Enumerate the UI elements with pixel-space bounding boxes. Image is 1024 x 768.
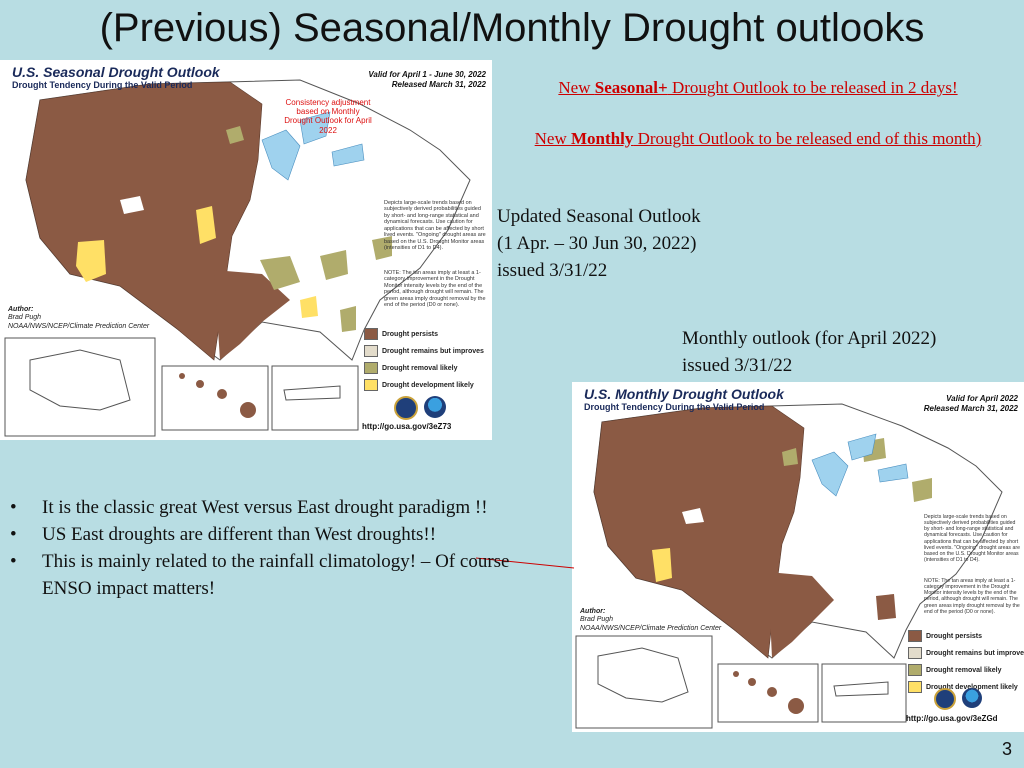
bullet-item: • US East droughts are different than Wes… xyxy=(10,522,530,549)
legend-item: Drought remains but improves xyxy=(364,345,484,357)
monthly-map-legend: Drought persists Drought remains but imp… xyxy=(908,630,1024,693)
monthly-map-valid: Valid for April 2022 xyxy=(946,394,1018,403)
bullet-item: • It is the classic great West versus Eas… xyxy=(10,495,530,522)
seasonal-map-subtitle: Drought Tendency During the Valid Period xyxy=(12,80,193,90)
legend-label: Drought remains but improves xyxy=(382,347,484,355)
legend-swatch xyxy=(364,362,378,374)
monthly-info-line2: issued 3/31/22 xyxy=(682,354,793,376)
bullet-list: • It is the classic great West versus Eas… xyxy=(10,495,530,603)
monthly-author-label: Author: xyxy=(580,608,606,615)
seasonal-map-title: U.S. Seasonal Drought Outlook xyxy=(12,64,220,80)
bullet-marker: • xyxy=(10,523,17,545)
monthly-info-line1: Monthly outlook (for April 2022) xyxy=(682,328,937,349)
bullet-text: This is mainly related to the rainfall c… xyxy=(42,550,510,599)
legend-swatch xyxy=(908,647,922,659)
monthly-map-graphic xyxy=(575,403,1003,729)
seasonal-map-url: http://go.usa.gov/3eZ73 xyxy=(362,422,452,431)
page-number: 3 xyxy=(1001,739,1012,759)
monthly-announcement: New Monthly Drought Outlook to be releas… xyxy=(500,127,1016,152)
monthly-map-subtitle: Drought Tendency During the Valid Period xyxy=(584,402,765,412)
seasonal-map-legend: Drought persists Drought remains but imp… xyxy=(364,328,484,391)
seasonal-bold: Seasonal+ xyxy=(594,78,668,97)
seasonal-author-label: Author: xyxy=(8,306,34,313)
legend-item: Drought removal likely xyxy=(364,362,484,374)
legend-item: Drought removal likely xyxy=(908,664,1024,676)
monthly-suffix: Drought Outlook to be released end of th… xyxy=(633,129,982,148)
monthly-map-released: Released March 31, 2022 xyxy=(923,404,1018,413)
seasonal-info-line2: (1 Apr. – 30 Jun 30, 2022) xyxy=(497,232,697,254)
seasonal-suffix: Drought Outlook to be released in 2 days… xyxy=(667,78,958,97)
seasonal-info-line1: Updated Seasonal Outlook xyxy=(497,206,701,227)
monthly-prefix: New xyxy=(534,129,572,148)
noaa-logo xyxy=(962,688,982,708)
legend-swatch xyxy=(364,328,378,340)
doc-seal-logo xyxy=(934,688,956,710)
bullet-text: It is the classic great West versus East… xyxy=(42,497,488,518)
seasonal-map-author: Author: Brad Pugh NOAA/NWS/NCEP/Climate … xyxy=(8,306,149,331)
legend-label: Drought remains but improves xyxy=(926,649,1024,657)
bullet-item: • This is mainly related to the rainfall … xyxy=(10,549,530,603)
monthly-map-title: U.S. Monthly Drought Outlook xyxy=(584,386,784,402)
noaa-logo xyxy=(424,396,446,418)
seasonal-info: Updated Seasonal Outlook (1 Apr. – 30 Ju… xyxy=(497,204,701,285)
bullet-marker: • xyxy=(10,497,17,518)
monthly-announcement-text: New Monthly Drought Outlook to be releas… xyxy=(535,129,982,148)
bullet-text: US East droughts are different than West… xyxy=(42,523,437,545)
seasonal-map-released: Released March 31, 2022 xyxy=(391,80,486,89)
seasonal-info-line3: issued 3/31/22 xyxy=(497,259,608,281)
legend-item: Drought remains but improves xyxy=(908,647,1024,659)
legend-swatch xyxy=(364,345,378,357)
legend-label: Drought persists xyxy=(926,632,983,640)
seasonal-map-depicts-note: Depicts large-scale trends based on subj… xyxy=(384,200,486,252)
legend-swatch xyxy=(908,630,922,642)
legend-label: Drought removal likely xyxy=(926,666,1002,674)
monthly-map-depicts-note: Depicts large-scale trends based on subj… xyxy=(924,514,1020,563)
doc-seal-logo xyxy=(394,396,418,420)
legend-label: Drought persists xyxy=(382,330,439,338)
monthly-map-url: http://go.usa.gov/3eZGd xyxy=(906,714,998,723)
legend-label: Drought removal likely xyxy=(382,364,458,372)
seasonal-map-graphic xyxy=(4,79,471,437)
monthly-author-org: NOAA/NWS/NCEP/Climate Prediction Center xyxy=(580,624,722,632)
monthly-bold: Monthly xyxy=(571,129,634,148)
bullet-marker: • xyxy=(10,550,17,572)
seasonal-announcement: New Seasonal+ Drought Outlook to be rele… xyxy=(500,76,1016,101)
legend-item: Drought development likely xyxy=(908,681,1024,693)
seasonal-author-name: Brad Pugh xyxy=(8,314,42,322)
monthly-map-tan-note: NOTE: The tan areas imply at least a 1-c… xyxy=(924,578,1020,615)
seasonal-map-tan-note: NOTE: The tan areas imply at least a 1-c… xyxy=(384,270,486,309)
legend-item: Drought development likely xyxy=(364,379,484,391)
monthly-outlook-map: U.S. Monthly Drought Outlook Drought Ten… xyxy=(572,382,1024,732)
monthly-info: Monthly outlook (for April 2022) issued … xyxy=(682,326,936,380)
seasonal-author-org: NOAA/NWS/NCEP/Climate Prediction Center xyxy=(8,322,150,330)
legend-swatch xyxy=(364,379,378,391)
legend-label: Drought development likely xyxy=(926,683,1018,691)
legend-item: Drought persists xyxy=(364,328,484,340)
legend-label: Drought development likely xyxy=(382,381,474,389)
slide-title: (Previous) Seasonal/Monthly Drought outl… xyxy=(99,6,925,50)
seasonal-prefix: New xyxy=(558,78,595,97)
legend-swatch xyxy=(908,664,922,676)
legend-swatch xyxy=(908,681,922,693)
seasonal-announcement-text: New Seasonal+ Drought Outlook to be rele… xyxy=(558,78,957,97)
seasonal-outlook-map: U.S. Seasonal Drought Outlook Drought Te… xyxy=(0,60,492,440)
monthly-author-name: Brad Pugh xyxy=(580,616,614,624)
legend-item: Drought persists xyxy=(908,630,1024,642)
monthly-map-author: Author: Brad Pugh NOAA/NWS/NCEP/Climate … xyxy=(580,608,721,633)
seasonal-map-valid: Valid for April 1 - June 30, 2022 xyxy=(368,70,486,79)
seasonal-map-consistency-note: Consistency adjustment based on Monthly … xyxy=(284,98,372,135)
